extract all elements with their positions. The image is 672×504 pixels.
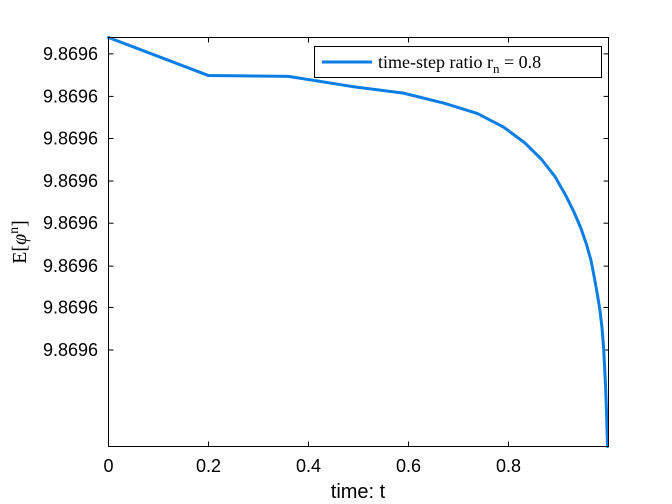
legend-label-prefix: time-step ratio r xyxy=(378,52,493,72)
y-axis-label-base: E[ xyxy=(9,245,31,264)
legend: time-step ratio rn = 0.8 xyxy=(314,46,602,78)
x-tick-label: 0 xyxy=(103,456,113,476)
axis-ticks xyxy=(108,37,609,447)
x-tick-label: 0.2 xyxy=(196,456,221,476)
y-axis-label-sup: n xyxy=(7,227,22,234)
x-axis-label: time: t xyxy=(331,481,386,503)
y-tick-label: 9.8696 xyxy=(43,86,98,106)
series-line xyxy=(107,36,609,448)
x-tick-label: 0.8 xyxy=(496,456,521,476)
x-tick-label: 0.4 xyxy=(296,456,321,476)
y-tick-label: 9.8696 xyxy=(43,213,98,233)
plot-frame xyxy=(108,37,609,447)
y-axis-label: E[φn] xyxy=(7,220,31,264)
legend-label: time-step ratio rn = 0.8 xyxy=(378,52,541,76)
x-tick-label: 0.6 xyxy=(396,456,421,476)
legend-label-subscript: n xyxy=(493,61,500,76)
y-tick-label: 9.8696 xyxy=(43,297,98,317)
y-axis-label-close: ] xyxy=(9,220,31,227)
y-tick-label: 9.8696 xyxy=(43,129,98,149)
plot-area xyxy=(108,37,609,447)
y-tick-label: 9.8696 xyxy=(43,171,98,191)
y-tick-labels: 9.8696 9.8696 9.8696 9.8696 9.8696 9.8696 9.86… xyxy=(43,44,98,360)
legend-label-suffix: = 0.8 xyxy=(499,52,541,72)
y-tick-label: 9.8696 xyxy=(43,44,98,64)
x-tick-labels: 0 0.2 0.4 0.6 0.8 xyxy=(103,456,521,476)
y-axis-label-phi: φ xyxy=(9,234,31,245)
y-tick-label: 9.8696 xyxy=(43,256,98,276)
y-tick-label: 9.8696 xyxy=(43,340,98,360)
